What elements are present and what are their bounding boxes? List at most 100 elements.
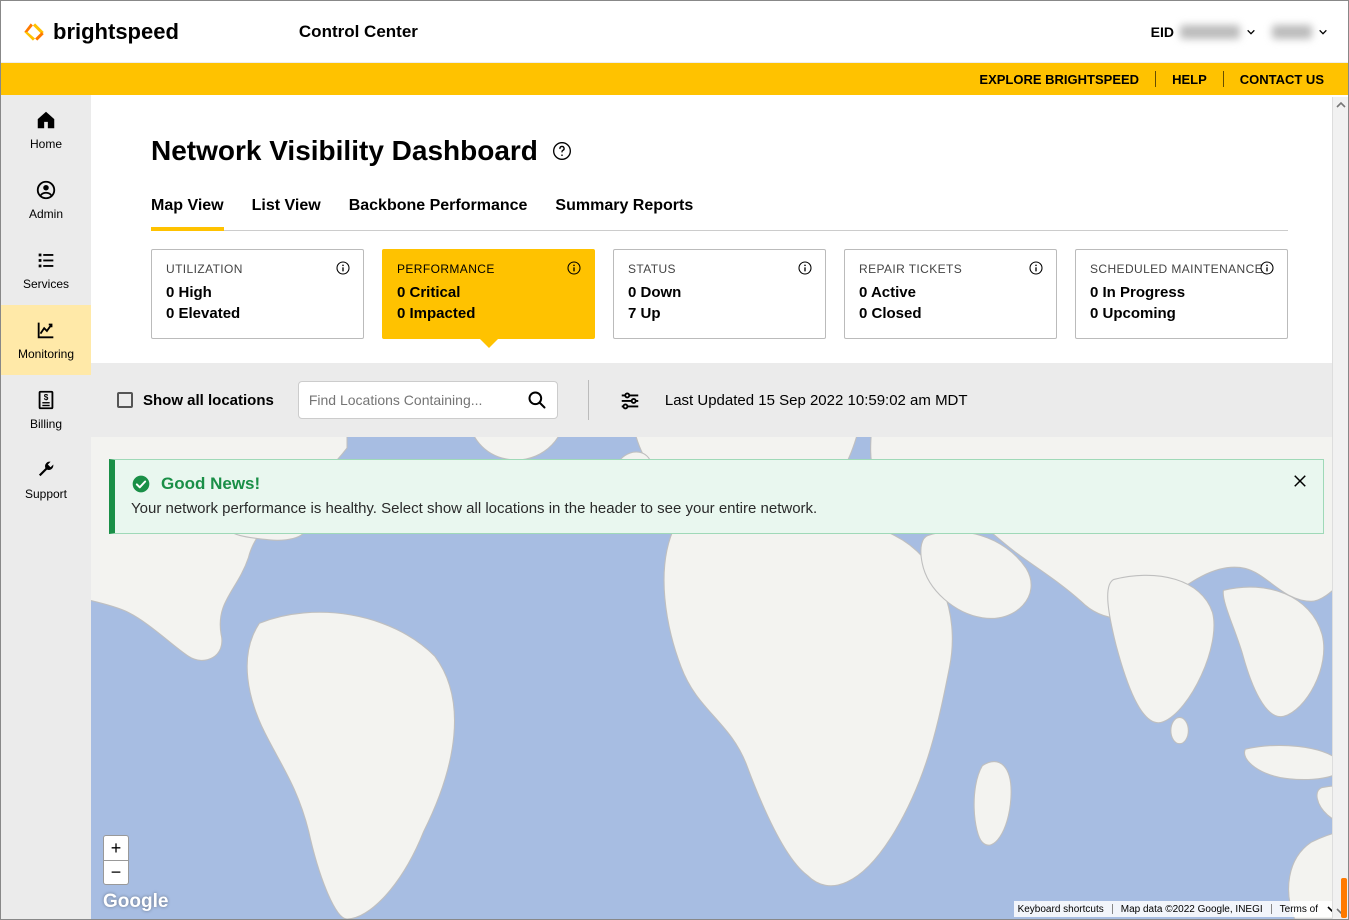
sidebar-item-label: Billing bbox=[30, 417, 62, 431]
card-repair-tickets[interactable]: REPAIR TICKETS 0 Active0 Closed bbox=[844, 249, 1057, 339]
explore-link[interactable]: EXPLORE BRIGHTSPEED bbox=[979, 72, 1139, 87]
card-line: 0 In Progress bbox=[1090, 282, 1273, 303]
page-title: Network Visibility Dashboard bbox=[151, 135, 538, 167]
help-icon[interactable] bbox=[552, 141, 572, 161]
google-map-logo: Google bbox=[103, 891, 168, 913]
sidebar-item-billing[interactable]: $ Billing bbox=[1, 375, 91, 445]
divider bbox=[588, 380, 589, 420]
card-title: SCHEDULED MAINTENANCE bbox=[1090, 262, 1273, 276]
tab-map-view[interactable]: Map View bbox=[151, 197, 224, 231]
svg-text:$: $ bbox=[44, 393, 49, 402]
invoice-icon: $ bbox=[35, 389, 57, 411]
main-content: Network Visibility Dashboard Map View Lis… bbox=[91, 95, 1348, 919]
card-performance[interactable]: PERFORMANCE 0 Critical0 Impacted bbox=[382, 249, 595, 339]
zoom-in-button[interactable]: + bbox=[104, 836, 128, 860]
divider bbox=[1155, 71, 1156, 87]
divider bbox=[1112, 904, 1113, 914]
find-locations-field[interactable] bbox=[298, 381, 558, 419]
eid-value-redacted bbox=[1180, 25, 1240, 39]
product-name: Control Center bbox=[299, 22, 418, 42]
card-line: 7 Up bbox=[628, 303, 811, 324]
brand-name: brightspeed bbox=[53, 19, 179, 45]
checkbox-icon bbox=[117, 392, 133, 408]
sidebar-item-monitoring[interactable]: Monitoring bbox=[1, 305, 91, 375]
sidebar: Home Admin Services Monitoring $ Billing Suppo… bbox=[1, 95, 91, 919]
sidebar-item-home[interactable]: Home bbox=[1, 95, 91, 165]
keyboard-shortcuts-link[interactable]: Keyboard shortcuts bbox=[1018, 904, 1104, 915]
terms-link[interactable]: Terms of bbox=[1280, 904, 1318, 915]
card-line: 0 Critical bbox=[397, 282, 580, 303]
tabs: Map View List View Backbone Performance Sum… bbox=[151, 197, 1288, 231]
scroll-up-icon bbox=[1335, 99, 1347, 111]
sidebar-item-support[interactable]: Support bbox=[1, 445, 91, 515]
sidebar-item-services[interactable]: Services bbox=[1, 235, 91, 305]
tab-list-view[interactable]: List View bbox=[252, 197, 321, 230]
show-all-label: Show all locations bbox=[143, 392, 274, 409]
info-icon[interactable] bbox=[566, 260, 582, 276]
card-line: 0 Impacted bbox=[397, 303, 580, 324]
wrench-icon bbox=[35, 459, 57, 481]
user-value-redacted bbox=[1272, 25, 1312, 39]
banner-title: Good News! bbox=[161, 474, 260, 494]
top-bar: brightspeed Control Center EID bbox=[1, 1, 1348, 63]
info-icon[interactable] bbox=[1259, 260, 1275, 276]
card-line: 0 Active bbox=[859, 282, 1042, 303]
banner-message: Your network performance is healthy. Sel… bbox=[131, 500, 1279, 517]
brand-logo[interactable]: brightspeed bbox=[21, 19, 179, 45]
card-title: PERFORMANCE bbox=[397, 262, 580, 276]
scroll-indicator bbox=[1341, 878, 1347, 918]
card-status[interactable]: STATUS 0 Down7 Up bbox=[613, 249, 826, 339]
card-line: 0 High bbox=[166, 282, 349, 303]
brightspeed-logo-icon bbox=[21, 19, 47, 45]
filter-settings-icon[interactable] bbox=[619, 389, 641, 411]
info-icon[interactable] bbox=[1028, 260, 1044, 276]
summary-cards: UTILIZATION 0 High0 Elevated PERFORMANCE 0 … bbox=[151, 249, 1288, 339]
good-news-banner: Good News! Your network performance is h… bbox=[109, 459, 1324, 534]
search-icon[interactable] bbox=[527, 390, 547, 410]
card-line: 0 Elevated bbox=[166, 303, 349, 324]
card-title: UTILIZATION bbox=[166, 262, 349, 276]
card-title: REPAIR TICKETS bbox=[859, 262, 1042, 276]
chart-line-icon bbox=[35, 319, 57, 341]
card-line: 0 Down bbox=[628, 282, 811, 303]
last-updated: Last Updated 15 Sep 2022 10:59:02 am MDT bbox=[665, 392, 968, 409]
sidebar-item-label: Home bbox=[30, 137, 62, 151]
tab-summary-reports[interactable]: Summary Reports bbox=[555, 197, 693, 230]
list-icon bbox=[35, 249, 57, 271]
check-circle-icon bbox=[131, 474, 151, 494]
sidebar-item-admin[interactable]: Admin bbox=[1, 165, 91, 235]
eid-dropdown[interactable]: EID bbox=[1151, 24, 1256, 40]
page-title-row: Network Visibility Dashboard bbox=[151, 135, 1288, 167]
help-link[interactable]: HELP bbox=[1172, 72, 1207, 87]
card-scheduled-maintenance[interactable]: SCHEDULED MAINTENANCE 0 In Progress0 Upco… bbox=[1075, 249, 1288, 339]
close-icon[interactable] bbox=[1291, 472, 1309, 490]
sidebar-item-label: Services bbox=[23, 277, 69, 291]
info-icon[interactable] bbox=[797, 260, 813, 276]
divider bbox=[1223, 71, 1224, 87]
sidebar-item-label: Support bbox=[25, 487, 67, 501]
find-locations-input[interactable] bbox=[309, 392, 527, 408]
map-data-label: Map data ©2022 Google, INEGI bbox=[1121, 904, 1263, 915]
sidebar-item-label: Monitoring bbox=[18, 347, 74, 361]
card-line: 0 Upcoming bbox=[1090, 303, 1273, 324]
card-title: STATUS bbox=[628, 262, 811, 276]
show-all-locations-checkbox[interactable]: Show all locations bbox=[117, 392, 274, 409]
map[interactable]: Good News! Your network performance is h… bbox=[91, 437, 1348, 919]
map-zoom-control: + − bbox=[103, 835, 129, 885]
chevron-down-icon bbox=[1246, 27, 1256, 37]
home-icon bbox=[35, 109, 57, 131]
sidebar-item-label: Admin bbox=[29, 207, 63, 221]
scrollbar[interactable] bbox=[1332, 97, 1348, 919]
info-icon[interactable] bbox=[335, 260, 351, 276]
zoom-out-button[interactable]: − bbox=[104, 860, 128, 884]
card-line: 0 Closed bbox=[859, 303, 1042, 324]
card-utilization[interactable]: UTILIZATION 0 High0 Elevated bbox=[151, 249, 364, 339]
filter-bar: Show all locations bbox=[91, 363, 1348, 437]
divider bbox=[1271, 904, 1272, 914]
user-dropdown[interactable] bbox=[1272, 25, 1328, 39]
chevron-down-icon bbox=[1318, 27, 1328, 37]
utility-nav: EXPLORE BRIGHTSPEED HELP CONTACT US bbox=[1, 63, 1348, 95]
contact-link[interactable]: CONTACT US bbox=[1240, 72, 1324, 87]
user-circle-icon bbox=[35, 179, 57, 201]
tab-backbone-performance[interactable]: Backbone Performance bbox=[349, 197, 528, 230]
